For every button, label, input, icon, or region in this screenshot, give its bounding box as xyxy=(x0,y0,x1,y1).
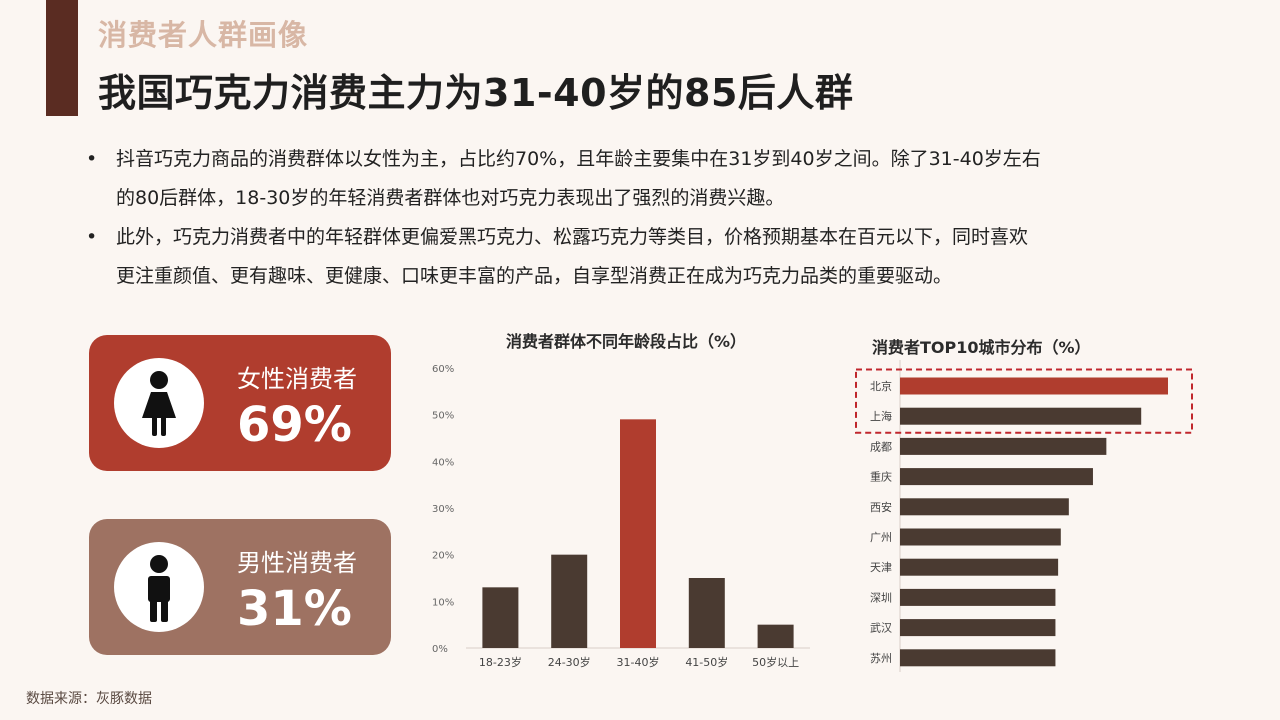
y-tick-label: 30% xyxy=(432,504,454,515)
city-label: 广州 xyxy=(870,531,892,544)
city-label: 深圳 xyxy=(870,591,892,604)
city-bar xyxy=(900,498,1069,516)
age-bar xyxy=(620,419,656,648)
female-label: 女性消费者 xyxy=(237,365,357,393)
city-label: 武汉 xyxy=(870,622,892,635)
x-tick-label: 24-30岁 xyxy=(548,655,591,669)
title-accent-bar xyxy=(46,0,78,116)
bullet-list: • 抖音巧克力商品的消费群体以女性为主，占比约70%，且年龄主要集中在31岁到4… xyxy=(86,140,1166,296)
city-bar xyxy=(900,437,1107,455)
x-tick-label: 50岁以上 xyxy=(752,655,799,669)
x-tick-label: 18-23岁 xyxy=(479,655,522,669)
city-bar xyxy=(900,528,1061,546)
male-consumer-card: 男性消费者 31% xyxy=(89,519,391,655)
male-percentage: 31% xyxy=(237,581,352,637)
city-bar xyxy=(900,558,1059,576)
city-label: 苏州 xyxy=(870,652,892,665)
female-percentage: 69% xyxy=(237,397,352,453)
male-icon-circle xyxy=(114,542,204,632)
age-chart-title: 消费者群体不同年龄段占比（%） xyxy=(506,332,747,351)
female-person-icon xyxy=(142,371,176,436)
female-icon-circle xyxy=(114,358,204,448)
y-tick-label: 50% xyxy=(432,411,454,422)
bullet-item: • 抖音巧克力商品的消费群体以女性为主，占比约70%，且年龄主要集中在31岁到4… xyxy=(86,140,1166,218)
city-bar xyxy=(900,377,1168,395)
x-tick-label: 41-50岁 xyxy=(685,655,728,669)
bullet-marker: • xyxy=(86,148,98,170)
bullet-line: 此外，巧克力消费者中的年轻群体更偏爱黑巧克力、松露巧克力等类目，价格预期基本在百… xyxy=(116,226,1029,248)
male-label: 男性消费者 xyxy=(237,549,357,577)
bullet-item: • 此外，巧克力消费者中的年轻群体更偏爱黑巧克力、松露巧克力等类目，价格预期基本… xyxy=(86,218,1166,296)
city-label: 成都 xyxy=(870,440,892,453)
city-label: 西安 xyxy=(870,500,892,514)
page-title: 我国巧克力消费主力为31-40岁的85后人群 xyxy=(98,71,854,115)
age-bar xyxy=(482,587,519,648)
bullet-line: 更注重颜值、更有趣味、更健康、口味更丰富的产品，自享型消费正在成为巧克力品类的重… xyxy=(116,265,953,287)
city-label: 北京 xyxy=(870,379,892,393)
city-bar xyxy=(900,649,1056,667)
age-bar xyxy=(688,578,725,648)
y-tick-label: 40% xyxy=(432,457,454,468)
female-consumer-card: 女性消费者 69% xyxy=(89,335,391,471)
y-tick-label: 0% xyxy=(432,644,448,655)
y-tick-label: 10% xyxy=(432,597,454,608)
bullet-line: 的80后群体，18-30岁的年轻消费者群体也对巧克力表现出了强烈的消费兴趣。 xyxy=(116,187,785,209)
bullet-line: 抖音巧克力商品的消费群体以女性为主，占比约70%，且年龄主要集中在31岁到40岁… xyxy=(116,148,1041,170)
x-tick-label: 31-40岁 xyxy=(617,655,660,669)
city-label: 重庆 xyxy=(870,470,892,484)
city-bar xyxy=(900,468,1093,486)
city-label: 天津 xyxy=(870,561,892,574)
male-person-icon xyxy=(148,555,170,622)
age-bar xyxy=(551,554,588,648)
y-tick-label: 60% xyxy=(432,364,454,375)
age-bar-chart: 0% 10% 20% 30% 40% 50% 60% 18-23岁 24-30岁 31-40岁 41… xyxy=(432,364,810,669)
y-tick-label: 20% xyxy=(432,551,454,562)
data-source: 数据来源：灰豚数据 xyxy=(26,691,152,707)
city-bar xyxy=(900,407,1142,425)
city-chart-title: 消费者TOP10城市分布（%） xyxy=(872,338,1091,357)
city-bar xyxy=(900,588,1056,606)
city-bar xyxy=(900,619,1056,637)
city-label: 上海 xyxy=(870,409,892,423)
age-bar xyxy=(757,624,794,648)
bullet-marker: • xyxy=(86,226,98,248)
section-title: 消费者人群画像 xyxy=(98,18,309,52)
